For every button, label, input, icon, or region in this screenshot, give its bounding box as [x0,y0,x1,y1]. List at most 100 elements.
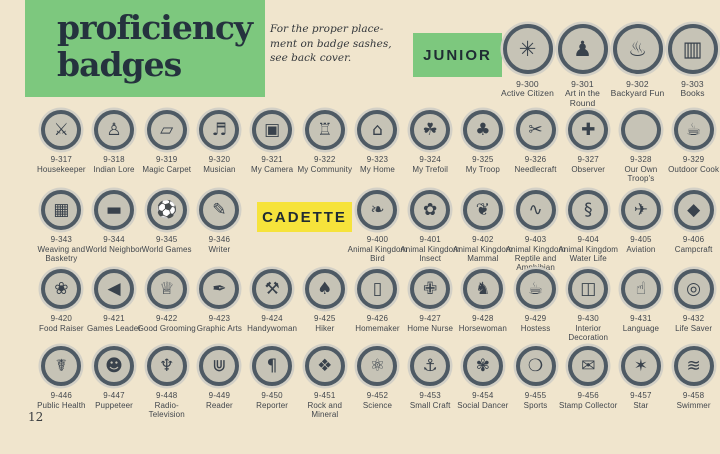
books-icon: ▥ [667,24,718,74]
badge-glyph: ∿ [528,199,543,220]
ink-roller-icon: ✒ [199,269,240,309]
badge-glyph: ♬ [211,119,228,140]
placement-note: For the proper place- ment on badge sash… [270,22,402,66]
open-book-icon: ⋓ [199,346,240,386]
pine-tree-trail-icon: ♠ [304,269,345,309]
badge-9-457: ✶ 9-457 Star [615,346,668,419]
badge-glyph: ☘ [422,119,438,140]
turtle-icon: ∿ [515,190,556,230]
badge-number: 9-320 [208,155,231,164]
badge-number: 9-448 [155,391,178,400]
badge-9-422: ♕ 9-422 Good Grooming [138,269,196,342]
badge-9-345: ⚽ 9-345 World Games [140,190,193,272]
badge-glyph: ♕ [159,278,175,299]
badge-glyph: ☕ [527,278,544,299]
pumpkin-slipper-icon: ♕ [146,269,187,309]
garden-tools-icon: ❀ [41,269,82,309]
badge-name: Puppeteer [95,400,133,410]
badge-9-428: ♞ 9-428 Horsewoman [457,269,510,342]
badge-glyph: ♖ [317,119,333,140]
badge-9-450: ¶ 9-450 Reporter [246,346,299,419]
badge-number: 9-423 [208,314,231,323]
flying-carpet-icon: ▱ [146,110,187,150]
badge-9-328: 9-328 Our Own Troop's [615,110,668,183]
page-title-line2: badges [57,44,182,84]
badge-glyph: ❧ [370,199,385,220]
badge-number: 9-406 [682,235,705,244]
badge-glyph: ◫ [580,278,597,299]
badge-number: 9-401 [419,235,441,244]
badge-number: 9-427 [419,314,441,323]
house-icon: ⌂ [357,110,398,150]
badge-name: Campcraft [674,244,713,254]
badge-number: 9-326 [524,155,547,164]
badge-name: Observer [571,164,606,174]
airplane-icon: ✈ [620,190,661,230]
badge-number: 9-405 [630,235,652,244]
badge-9-448: ♆ 9-448 Radio-Television [140,346,193,419]
badge-glyph: ♣ [475,119,491,140]
badge-number: 9-425 [314,314,336,323]
placement-note-line1: For the proper place- [270,23,384,35]
badge-glyph: ⚒ [264,278,280,299]
badge-glyph: ⚽ [156,199,178,220]
badge-9-400: ❧ 9-400 Animal Kingdom Bird [348,190,407,272]
broadcast-tower-icon: ♆ [146,346,187,386]
badge-number: 9-453 [419,391,441,400]
badge-glyph: ✂ [528,119,543,140]
badge-9-404: § 9-404 Animal Kingdom Water Life [558,190,618,272]
badge-9-420: ❀ 9-420 Food Raiser [35,269,88,342]
badge-name: Language [622,323,660,333]
badge-name: Star [633,400,649,410]
badge-row-cadette-1: ▦ 9-343 Weaving and Basketry ▬ 9-344 World Ne… [35,190,720,272]
badge-glyph: ⋓ [212,355,227,376]
badge-number: 9-321 [261,155,283,164]
megaphone-icon: ◀ [94,269,135,309]
badge-9-327: ✚ 9-327 Observer [562,110,615,183]
badge-name: Magic Carpet [142,164,192,174]
badge-glyph: ✳ [518,36,537,61]
caduceus-icon: ☤ [41,346,82,386]
badge-9-402: ❦ 9-402 Animal Kingdom Mammal [453,190,513,272]
badge-name: Backyard Fun [610,88,665,99]
badge-name: Graphic Arts [196,323,243,333]
badge-name: World Neighbor [85,244,143,254]
badge-number: 9-400 [366,235,389,244]
badge-9-318: ♙ 9-318 Indian Lore [88,110,141,183]
badge-number: 9-456 [577,391,599,400]
badge-name: Sports [523,400,548,410]
badge-9-320: ♬ 9-320 Musician [193,110,246,183]
badge-glyph: ❖ [317,355,333,376]
badge-9-323: ⌂ 9-323 My Home [351,110,404,183]
badge-name: My Camera [250,164,294,174]
badge-name: Stamp Collector [559,400,618,410]
badge-number: 9-449 [208,391,231,400]
badge-name: Horsewoman [458,323,507,333]
rocks-icon: ❖ [304,346,345,386]
badge-9-446: ☤ 9-446 Public Health [35,346,88,419]
badge-9-423: ✒ 9-423 Graphic Arts [193,269,246,342]
badge-glyph: ✶ [633,355,649,376]
paintbrush-can-icon: ◫ [568,269,609,309]
badge-glyph: ♞ [475,278,491,299]
badge-glyph: ⚔ [53,119,69,140]
placement-note-line2: ment on badge sashes, [270,37,392,50]
seashell-icon: § [568,190,609,230]
badge-9-346: ✎ 9-346 Writer [193,190,246,272]
badge-glyph: ☝ [635,278,647,299]
badge-9-431: ☝ 9-431 Language [615,269,668,342]
badge-number: 9-446 [50,391,73,400]
badge-number: 9-455 [524,391,547,400]
badge-name: Good Grooming [137,323,196,333]
badge-9-321: ▣ 9-321 My Camera [246,110,299,183]
dancers-icon: ✾ [462,346,503,386]
badge-number: 9-302 [626,79,649,89]
doorway-icon: ▯ [357,269,398,309]
badge-number: 9-402 [472,235,494,244]
ball-players-icon: ⚽ [146,190,187,230]
building-mountains-icon: ▬ [94,190,135,230]
badge-glyph: ✿ [423,199,438,220]
badge-name: Reader [205,400,233,410]
badge-row-cadette-3: ☤ 9-446 Public Health ☻ 9-447 Puppeteer ♆ 9-448… [35,346,720,419]
